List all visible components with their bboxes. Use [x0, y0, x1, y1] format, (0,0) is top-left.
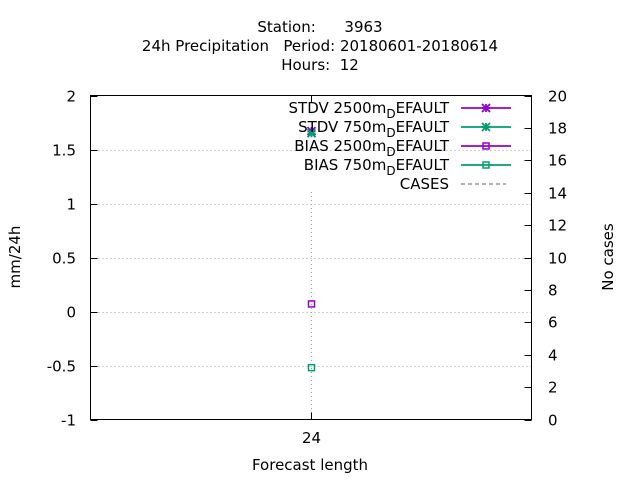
y-tick-label: 1 — [66, 196, 76, 214]
legend-marker — [481, 122, 491, 132]
y-tick-label: -1 — [61, 412, 76, 430]
legend-label: CASES — [400, 175, 449, 193]
y-tick-label: 0.5 — [52, 250, 76, 268]
x-axis: 24 — [302, 95, 321, 447]
y2-tick-label: 0 — [548, 412, 558, 430]
legend-label: STDV 750mDEFAULT — [298, 118, 450, 140]
y-tick-label: 2 — [66, 88, 76, 106]
data-point — [306, 128, 317, 138]
title-line-1: Station: 3963 — [257, 18, 383, 36]
legend-entry: BIAS 750mDEFAULT — [304, 156, 511, 178]
y2-tick-label: 18 — [548, 120, 567, 138]
legend-marker — [482, 142, 490, 150]
y2-axis-label: No cases — [599, 223, 617, 291]
title-line-2: 24h Precipitation Period: 20180601-20180… — [141, 37, 499, 55]
y-tick-label: 0 — [66, 304, 76, 322]
legend-marker — [481, 103, 491, 113]
y-tick-label: 1.5 — [52, 142, 76, 160]
data-point — [307, 300, 316, 308]
x-tick-label: 24 — [302, 429, 321, 447]
legend-entry: CASES — [400, 175, 506, 193]
y2-tick-label: 4 — [548, 347, 558, 365]
y2-axis: 0 2 4 6 8 10 12 14 16 18 20 — [524, 88, 567, 430]
y2-tick-label: 12 — [548, 217, 567, 235]
y2-tick-label: 20 — [548, 88, 567, 106]
legend-label: BIAS 2500mDEFAULT — [294, 137, 450, 159]
grid-lines — [90, 150, 532, 420]
title-line-3: Hours: 12 — [281, 56, 359, 74]
data-point — [307, 363, 316, 372]
y-tick-label: -0.5 — [47, 358, 76, 376]
y2-tick-label: 14 — [548, 185, 567, 203]
legend-marker — [482, 161, 490, 169]
y2-tick-label: 6 — [548, 314, 558, 332]
y2-tick-label: 16 — [548, 152, 567, 170]
x-axis-label: Forecast length — [252, 456, 368, 474]
legend-entry: STDV 2500mDEFAULT — [289, 99, 511, 121]
legend-label: BIAS 750mDEFAULT — [304, 156, 450, 178]
y2-tick-label: 8 — [548, 282, 558, 300]
legend-label: STDV 2500mDEFAULT — [289, 99, 450, 121]
y-axis-label: mm/24h — [6, 226, 24, 289]
y2-tick-label: 2 — [548, 379, 558, 397]
y2-tick-label: 10 — [548, 250, 567, 268]
legend-entry: BIAS 2500mDEFAULT — [294, 137, 511, 159]
data-marks — [306, 126, 317, 372]
y-axis: -1 -0.5 0 0.5 1 1.5 2 — [47, 88, 98, 430]
legend-entry: STDV 750mDEFAULT — [298, 118, 511, 140]
